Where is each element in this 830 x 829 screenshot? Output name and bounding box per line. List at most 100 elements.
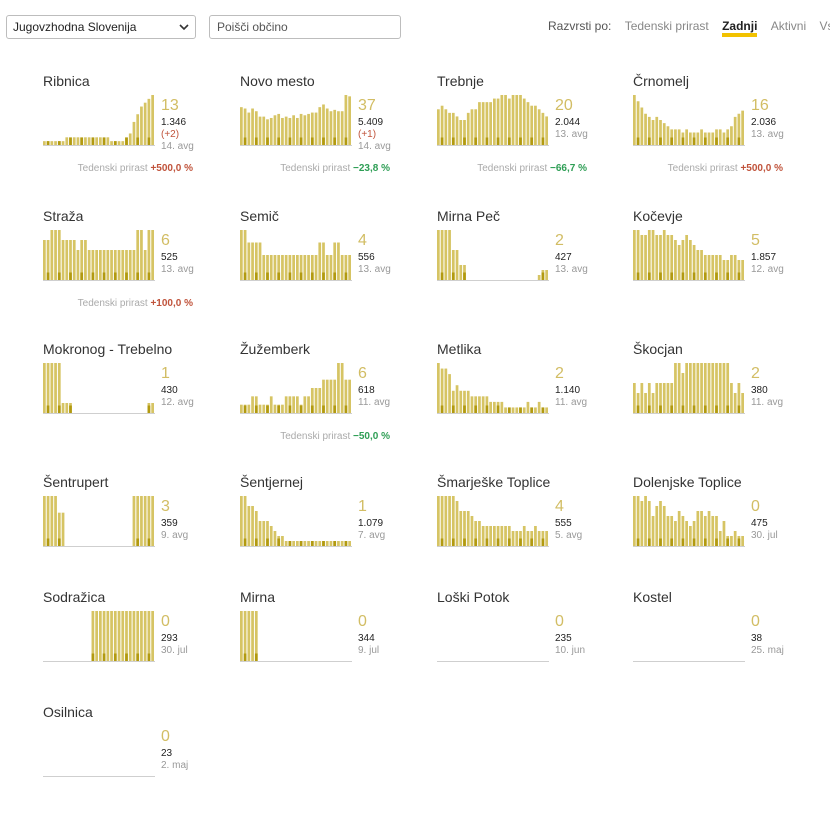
stats-block: 16 2.036 13. avg: [751, 97, 784, 141]
chart-bar: [258, 242, 262, 280]
chart-bar-overlay: [715, 538, 718, 546]
chart-bar: [84, 240, 87, 280]
chart-bar: [125, 250, 128, 280]
chart-bar: [132, 496, 136, 546]
municipality-card[interactable]: Sodražica 0 293 30. jul: [43, 589, 239, 714]
chart-bar: [696, 363, 700, 413]
chart-bar: [659, 383, 662, 413]
chart-bar-overlay: [57, 405, 61, 413]
stats-block: 6 618 11. avg: [358, 365, 390, 409]
chart-bar: [463, 511, 466, 546]
chart-bar: [147, 98, 151, 145]
chart-bar: [530, 105, 534, 145]
municipality-card[interactable]: Dolenjske Toplice 0 475 30. jul: [633, 474, 829, 599]
chart-bar: [132, 250, 136, 280]
chart-bar: [325, 108, 329, 145]
municipality-card[interactable]: Šentjernej 1 1.079 7. avg: [240, 474, 436, 599]
chart-bar: [50, 363, 54, 413]
municipality-card[interactable]: Šmarješke Toplice 4 555 5. avg: [437, 474, 633, 599]
stats-block: 0 293 30. jul: [161, 613, 188, 657]
weekly-trend-label: Tedenski prirast: [667, 163, 741, 174]
latest-cases: 2: [555, 232, 564, 249]
total-cases: 293: [161, 633, 178, 644]
chart-bar: [140, 230, 143, 280]
chart-bar-overlay: [715, 137, 718, 145]
municipality-card[interactable]: Žužemberk 6 618 11. avg Tedenski prirast −50…: [240, 341, 436, 466]
chart-bar: [318, 242, 322, 280]
municipality-card[interactable]: Semič 4 556 13. avg: [240, 208, 436, 333]
chart-bar: [451, 250, 455, 280]
chart-bar: [455, 501, 459, 546]
chart-bar: [307, 541, 310, 546]
municipality-card[interactable]: Mokronog - Trebelno 1 430 12. avg: [43, 341, 239, 466]
chart-bar: [715, 516, 718, 546]
chart-bar-overlay: [125, 653, 128, 661]
sort-option-tedenski-prirast[interactable]: Tedenski prirast: [624, 19, 709, 33]
municipality-card[interactable]: Črnomelj 16 2.036 13. avg Tedenski prirast +…: [633, 73, 829, 198]
chart-bar: [448, 496, 451, 546]
chart-bar: [636, 496, 640, 546]
municipality-card[interactable]: Mirna 0 344 9. jul: [240, 589, 436, 714]
total-cases: 475: [751, 518, 768, 529]
sort-option-aktivni[interactable]: Aktivni: [770, 19, 807, 33]
municipality-card[interactable]: Straža 6 525 13. avg Tedenski prirast +100,0…: [43, 208, 239, 333]
chart-bar-overlay: [69, 137, 72, 145]
chart-bar: [633, 95, 636, 145]
chart-bar: [136, 230, 140, 280]
chart-bar: [633, 230, 636, 280]
chart-bar: [481, 396, 485, 413]
municipality-card[interactable]: Kostel 0 38 25. maj: [633, 589, 829, 714]
municipality-card[interactable]: Škocjan 2 380 11. avg: [633, 341, 829, 466]
chart-bar: [647, 383, 651, 413]
chart-bar: [262, 255, 266, 280]
chart-bar: [470, 516, 474, 546]
chart-bar: [54, 363, 57, 413]
search-input[interactable]: [209, 15, 401, 39]
chart-bar-overlay: [310, 137, 314, 145]
municipality-card[interactable]: Šentrupert 3 359 9. avg: [43, 474, 239, 599]
chart-bar: [659, 120, 662, 145]
last-date: 9. avg: [161, 530, 189, 541]
last-date: 14. avg: [161, 141, 194, 152]
chart-bar-overlay: [440, 272, 444, 280]
chart-bar: [707, 255, 711, 280]
chart-bar: [273, 531, 277, 546]
chart-bar: [50, 496, 54, 546]
region-select[interactable]: Jugovzhodna Slovenija: [6, 15, 196, 39]
sort-label: Razvrsti po:: [548, 19, 612, 33]
chart-bar-overlay: [136, 538, 140, 546]
municipality-card[interactable]: Loški Potok 0 235 10. jun: [437, 589, 633, 714]
sort-option-vsi[interactable]: Vsi: [819, 19, 830, 33]
chart-bar: [296, 396, 299, 413]
chart-bar-overlay: [299, 272, 303, 280]
municipality-card[interactable]: Metlika 2 1.140 11. avg: [437, 341, 633, 466]
chart-bar: [651, 393, 655, 413]
chart-bar: [481, 102, 485, 145]
sparkline-chart: [633, 496, 745, 547]
chart-bar-overlay: [647, 538, 651, 546]
chart-bar: [437, 363, 440, 413]
weekly-trend: Tedenski prirast −23,8 %: [280, 163, 390, 174]
chart-bar: [106, 611, 110, 661]
municipality-card[interactable]: Ribnica 13 1.346 (+2) 14. avg Tedenski priras…: [43, 73, 239, 198]
chart-bar: [507, 526, 511, 546]
chart-bar: [685, 521, 688, 546]
chart-bar-overlay: [57, 141, 61, 145]
municipality-card[interactable]: Novo mesto 37 5.409 (+1) 14. avg Tedenski pri…: [240, 73, 436, 198]
chart-bar-overlay: [659, 272, 662, 280]
chart-bar: [102, 250, 106, 280]
chart-bar: [519, 95, 522, 145]
chart-bar: [647, 116, 651, 146]
chart-bar: [281, 536, 284, 546]
chart-bar: [269, 117, 273, 145]
chart-bar: [659, 501, 662, 546]
chart-bar-overlay: [692, 272, 696, 280]
municipality-card[interactable]: Mirna Peč 2 427 13. avg: [437, 208, 633, 333]
chart-bar: [333, 379, 337, 413]
chart-bar-overlay: [463, 405, 466, 413]
municipality-card[interactable]: Osilnica 0 23 2. maj: [43, 704, 239, 829]
municipality-card[interactable]: Trebnje 20 2.044 13. avg Tedenski prirast −6…: [437, 73, 633, 198]
municipality-card[interactable]: Kočevje 5 1.857 12. avg: [633, 208, 829, 333]
chart-bar: [437, 230, 440, 280]
sort-option-zadnji[interactable]: Zadnji: [722, 20, 758, 37]
